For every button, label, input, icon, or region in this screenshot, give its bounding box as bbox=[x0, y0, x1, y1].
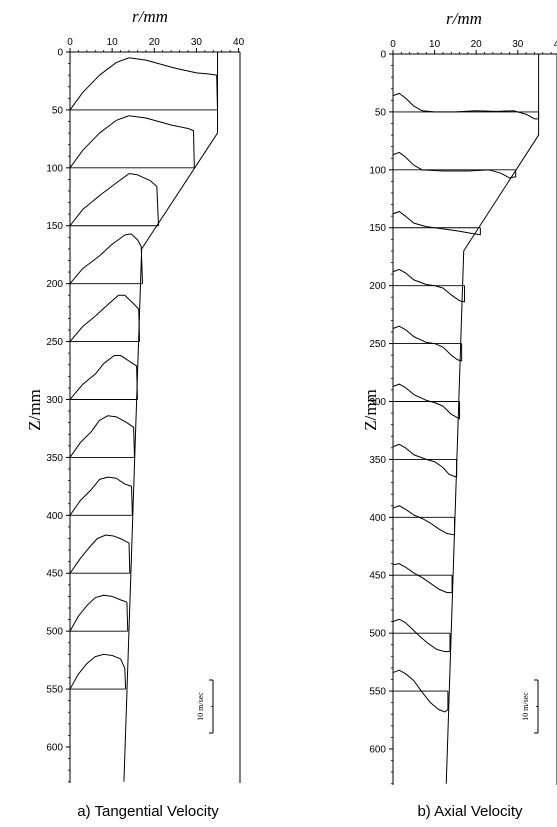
y-tick-label: 200 bbox=[369, 281, 386, 292]
x-tick-label: 40 bbox=[233, 37, 245, 48]
y-axis-title: Z/mm bbox=[25, 389, 44, 431]
y-tick-label: 0 bbox=[380, 50, 386, 61]
x-tick-label: 0 bbox=[67, 37, 73, 48]
velocity-profile-z300 bbox=[69, 354, 138, 400]
y-tick-label: 600 bbox=[46, 742, 63, 753]
x-tick-label: 0 bbox=[390, 39, 396, 50]
y-axis-title: Z/mm bbox=[361, 389, 380, 431]
y-tick-label: 300 bbox=[369, 397, 386, 408]
velocity-profile-z250 bbox=[69, 294, 141, 342]
y-tick-label: 50 bbox=[375, 107, 387, 118]
velocity-profile-z400 bbox=[392, 505, 456, 536]
y-tick-label: 0 bbox=[57, 48, 63, 59]
y-tick-label: 500 bbox=[46, 627, 63, 638]
velocity-profile-z100 bbox=[69, 115, 195, 169]
y-tick-label: 400 bbox=[369, 513, 386, 524]
y-tick-label: 100 bbox=[46, 163, 63, 174]
x-tick-label: 20 bbox=[149, 37, 161, 48]
y-tick-label: 350 bbox=[46, 453, 63, 464]
y-tick-label: 550 bbox=[46, 685, 63, 696]
velocity-profile-z150 bbox=[69, 173, 160, 227]
wall-profile bbox=[445, 54, 540, 784]
x-axis-title: r/mm bbox=[132, 7, 168, 26]
y-tick-label: 100 bbox=[369, 165, 386, 176]
scale-bar-label: 10 m/sec bbox=[196, 692, 205, 721]
velocity-profile-z500 bbox=[69, 594, 129, 632]
velocity-profile-z450 bbox=[69, 534, 131, 574]
y-tick-label: 450 bbox=[46, 569, 63, 580]
velocity-profile-z450 bbox=[392, 563, 453, 594]
y-tick-label: 350 bbox=[369, 455, 386, 466]
y-tick-label: 50 bbox=[52, 105, 64, 116]
velocity-profile-z200 bbox=[69, 233, 143, 284]
velocity-profile-z550 bbox=[392, 669, 449, 713]
y-tick-label: 300 bbox=[46, 395, 63, 406]
velocity-profile-z500 bbox=[392, 618, 451, 653]
velocity-profile-z100 bbox=[392, 151, 517, 179]
y-tick-label: 400 bbox=[46, 511, 63, 522]
y-tick-label: 550 bbox=[369, 687, 386, 698]
x-tick-label: 10 bbox=[429, 39, 441, 50]
velocity-profile-z350 bbox=[392, 443, 458, 478]
panel-caption: b) Axial Velocity bbox=[417, 803, 523, 820]
panel-axial: 0102030400501001502002503003504004505005… bbox=[361, 9, 557, 820]
y-tick-label: 150 bbox=[369, 223, 386, 234]
x-axis-title-text: r/mm bbox=[132, 7, 168, 26]
x-axis-title-text: r/mm bbox=[446, 9, 482, 28]
velocity-profile-z400 bbox=[69, 476, 133, 516]
x-axis-title: r/mm bbox=[446, 9, 482, 28]
x-tick-label: 40 bbox=[554, 39, 557, 50]
velocity-profile-z550 bbox=[69, 653, 127, 690]
y-tick-label: 450 bbox=[369, 571, 386, 582]
x-tick-label: 10 bbox=[107, 37, 119, 48]
velocity-profile-z50 bbox=[392, 92, 540, 120]
velocity-profile-z50 bbox=[69, 57, 219, 111]
y-tick-label: 200 bbox=[46, 279, 63, 290]
panel-caption: a) Tangential Velocity bbox=[77, 803, 219, 820]
panel-tangential: 0 10 20 30 400501001502002503003504004505005… bbox=[25, 7, 245, 820]
y-tick-label: 600 bbox=[369, 744, 386, 755]
velocity-profile-z300 bbox=[392, 383, 461, 420]
x-tick-label: 30 bbox=[191, 37, 203, 48]
velocity-profile-z250 bbox=[392, 325, 463, 362]
y-tick-label: 150 bbox=[46, 221, 63, 232]
scale-bar-label: 10 m/sec bbox=[521, 692, 530, 721]
x-tick-label: 30 bbox=[512, 39, 524, 50]
y-tick-label: 250 bbox=[46, 337, 63, 348]
x-tick-label: 20 bbox=[471, 39, 483, 50]
velocity-profile-z350 bbox=[69, 415, 135, 458]
y-tick-label: 500 bbox=[369, 629, 386, 640]
y-tick-label: 250 bbox=[369, 339, 386, 350]
wall-profile bbox=[123, 52, 219, 782]
velocity-profile-z150 bbox=[392, 211, 481, 236]
velocity-profile-z200 bbox=[392, 268, 466, 303]
